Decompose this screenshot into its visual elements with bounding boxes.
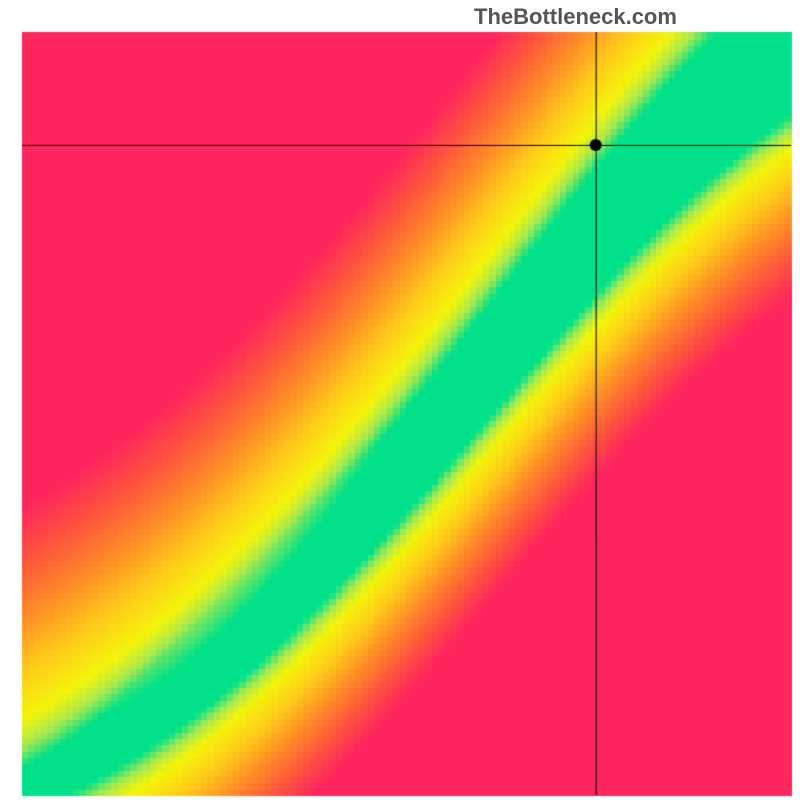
chart-container: TheBottleneck.com [0, 0, 800, 800]
bottleneck-heatmap [0, 0, 800, 800]
watermark-text: TheBottleneck.com [474, 4, 677, 30]
